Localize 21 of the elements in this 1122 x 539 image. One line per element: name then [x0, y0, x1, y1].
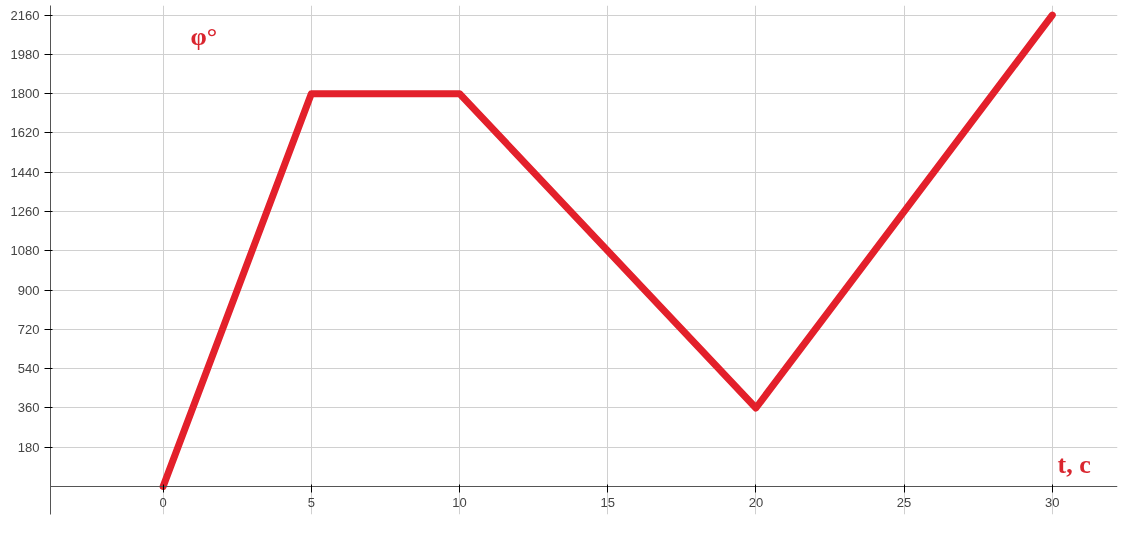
- x-tick-label: 30: [1045, 494, 1060, 510]
- y-tick-label: 720: [17, 321, 40, 337]
- y-tick-label: 1800: [10, 86, 40, 102]
- y-tick-label: 900: [17, 282, 40, 298]
- y-tick-label: 1260: [10, 204, 40, 220]
- y-tick-label: 360: [17, 400, 40, 416]
- x-tick-label: 25: [896, 494, 912, 510]
- y-tick-label: 180: [17, 439, 40, 455]
- y-tick-label: 1620: [10, 125, 40, 141]
- y-tick-label: 2160: [10, 7, 40, 23]
- y-tick-label: 540: [17, 361, 40, 377]
- x-tick-label: 10: [452, 494, 467, 510]
- y-tick-label: 1980: [10, 46, 40, 62]
- y-tick-label: 1080: [10, 243, 40, 259]
- x-tick-label: 20: [748, 494, 764, 510]
- x-tick-label: 0: [159, 494, 167, 510]
- y-tick-label: 1440: [10, 164, 40, 180]
- x-tick-label: 5: [307, 494, 315, 510]
- y-axis-title: φ°: [190, 21, 218, 51]
- x-tick-label: 15: [600, 494, 615, 510]
- x-axis-title: t, c: [1057, 449, 1091, 479]
